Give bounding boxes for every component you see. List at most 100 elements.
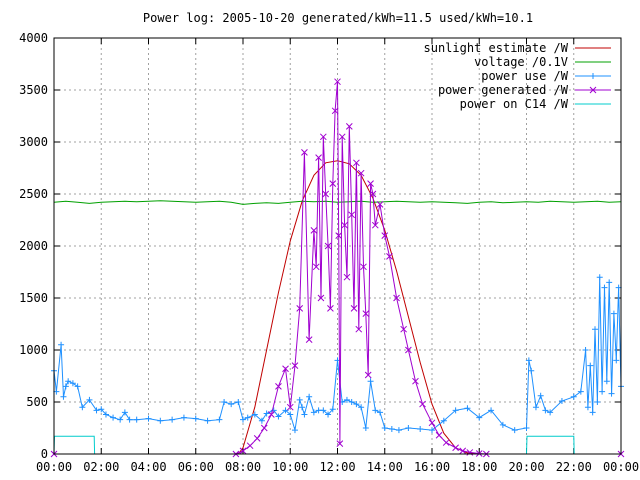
power-use-w-point xyxy=(235,399,242,405)
power-use-w-point xyxy=(79,404,86,411)
power-use-w-point xyxy=(608,390,615,397)
power-use-w-point xyxy=(476,414,483,421)
power-use-w-point xyxy=(240,416,246,423)
x-tick-label: 14:00 xyxy=(367,460,403,474)
y-tick-label: 3500 xyxy=(19,83,48,97)
x-tick-label: 18:00 xyxy=(461,460,497,474)
power-use-w-point xyxy=(594,399,601,405)
power-generated-w-point xyxy=(343,273,351,281)
power-use-w-point xyxy=(216,416,223,423)
power-use-w-point xyxy=(362,425,369,431)
power-use-w-point xyxy=(98,406,105,413)
power-generated-w-point xyxy=(336,440,344,447)
power-use-w-point xyxy=(584,404,591,411)
power-use-w-point xyxy=(542,407,549,414)
y-tick-label: 1000 xyxy=(19,343,48,357)
power-use-w-point xyxy=(395,427,402,434)
power-use-w-point xyxy=(577,388,584,395)
power-use-w-point xyxy=(117,416,124,423)
power-use-w-point xyxy=(221,399,228,405)
power-use-w-point xyxy=(133,416,140,423)
power-use-w-point xyxy=(372,407,379,414)
power-use-w-point xyxy=(599,388,606,395)
power-generated-w-point xyxy=(350,305,358,312)
power-generated-w-point xyxy=(291,362,299,369)
power-use-w-point xyxy=(570,393,577,400)
voltage-0-1v-line xyxy=(53,200,622,205)
power-generated-w-point xyxy=(357,169,365,177)
grid-lines xyxy=(54,38,621,454)
power-use-w-point xyxy=(258,417,265,424)
power-generated-w-point xyxy=(355,325,363,333)
x-tick-label: 22:00 xyxy=(556,460,592,474)
power-use-w-point xyxy=(275,413,282,420)
power-generated-w-point xyxy=(312,263,320,271)
power-use-w-point xyxy=(287,411,294,418)
power-generated-w-point xyxy=(412,377,419,385)
power-use-w-point xyxy=(537,392,544,399)
power-use-w-point xyxy=(429,427,435,434)
power-generated-w-point xyxy=(282,365,289,373)
power-generated-w-point xyxy=(301,149,308,156)
power-use-w-point xyxy=(310,409,317,416)
power-use-w-point xyxy=(102,411,109,418)
power-use-w-point xyxy=(358,404,365,411)
power-use-w-point xyxy=(381,425,388,431)
power-generated-w-point xyxy=(317,294,325,302)
power-generated-w-point xyxy=(331,107,339,115)
power-use-w-point xyxy=(499,421,506,428)
power-generated-w-point xyxy=(362,310,370,317)
power-generated-w-point xyxy=(367,180,374,187)
x-tick-label: 04:00 xyxy=(130,460,166,474)
power-generated-w-point xyxy=(329,180,337,187)
power-generated-w-point xyxy=(286,403,294,411)
power-use-w-point xyxy=(558,397,565,404)
x-tick-label: 12:00 xyxy=(319,460,355,474)
power-generated-w-point xyxy=(360,263,367,271)
power-use-w-point xyxy=(377,409,384,416)
power-generated-w-point xyxy=(319,133,327,141)
power-use-w-point xyxy=(325,411,332,418)
power-use-w-point xyxy=(60,393,67,400)
power-generated-w-point xyxy=(369,190,377,198)
power-use-w-point xyxy=(610,310,617,317)
y-axis-ticks: 0 500 1000 1500 2000 2500 3000 3500 4000 xyxy=(19,31,621,461)
power-generated-w-point xyxy=(345,123,353,130)
power-generated-w-point xyxy=(376,201,384,208)
legend-label: voltage /0.1V xyxy=(474,55,568,69)
power-generated-w-point xyxy=(275,383,282,390)
power-use-w-point xyxy=(603,378,610,385)
power-generated-w-point xyxy=(296,305,304,312)
power-use-w-point xyxy=(532,404,539,411)
power-use-w-point xyxy=(464,405,471,412)
power-generated-w-point xyxy=(393,294,400,302)
power-use-w-point xyxy=(329,406,336,413)
power-use-w-point xyxy=(204,417,211,424)
power-use-w-point xyxy=(606,279,613,286)
power-use-w-point xyxy=(488,407,495,414)
power-generated-w-point xyxy=(405,346,412,354)
power-generated-w-point xyxy=(322,190,330,198)
power-use-w-point xyxy=(228,401,235,408)
power-generated-w-point xyxy=(371,221,379,229)
power-generated-w-point xyxy=(452,444,459,452)
power-use-w-point xyxy=(157,417,164,424)
x-axis-ticks: 00:00 02:00 04:00 06:00 08:00 10:00 12:00 14:00… xyxy=(36,38,639,474)
power-use-w-point xyxy=(547,409,554,416)
power-use-w-point xyxy=(452,407,459,414)
legend-label: power on C14 /W xyxy=(460,97,569,111)
power-use-w-point xyxy=(592,326,599,333)
power-use-w-point xyxy=(582,347,589,353)
power-use-w-point xyxy=(110,414,117,421)
legend-label: power generated /W xyxy=(438,83,569,97)
power-generated-w-point xyxy=(341,221,348,229)
power-use-w-point xyxy=(296,396,303,403)
power-use-w-point xyxy=(613,357,620,364)
power-generated-w-point xyxy=(475,450,483,457)
power-use-w-point xyxy=(528,367,535,374)
power-generated-w-point xyxy=(400,325,408,333)
plot-frame xyxy=(53,37,622,455)
power-generated-w-point xyxy=(419,400,426,408)
